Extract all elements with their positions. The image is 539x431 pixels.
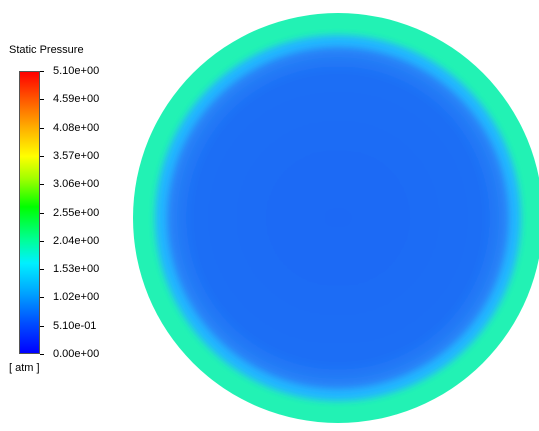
legend-title: Static Pressure xyxy=(9,44,84,56)
colorbar-tick xyxy=(40,297,44,298)
unit-label: [ atm ] xyxy=(9,362,40,374)
colorbar-tick-label: 2.55e+00 xyxy=(53,207,100,219)
colorbar-tick-label: 5.10e+00 xyxy=(53,65,100,77)
colorbar-tick xyxy=(40,184,44,185)
colorbar-tick-label: 4.08e+00 xyxy=(53,122,100,134)
colorbar-tick-label: 3.57e+00 xyxy=(53,150,100,162)
colorbar-tick-label: 0.00e+00 xyxy=(53,348,100,360)
colorbar-tick-label: 1.02e+00 xyxy=(53,291,100,303)
colorbar-tick xyxy=(40,71,44,72)
colorbar-tick xyxy=(40,213,44,214)
colorbar-tick-label: 3.06e+00 xyxy=(53,178,100,190)
colorbar-tick-label: 5.10e-01 xyxy=(53,320,97,332)
colorbar-tick xyxy=(40,326,44,327)
colorbar-tick-label: 4.59e+00 xyxy=(53,93,100,105)
colorbar xyxy=(19,71,40,354)
colorbar-tick xyxy=(40,99,44,100)
colorbar-tick xyxy=(40,156,44,157)
colorbar-tick-label: 1.53e+00 xyxy=(53,263,100,275)
colorbar-tick xyxy=(40,354,44,355)
colorbar-tick xyxy=(40,241,44,242)
contour-interior xyxy=(167,47,509,389)
colorbar-tick xyxy=(40,128,44,129)
colorbar-tick-label: 2.04e+00 xyxy=(53,235,100,247)
colorbar-tick xyxy=(40,269,44,270)
